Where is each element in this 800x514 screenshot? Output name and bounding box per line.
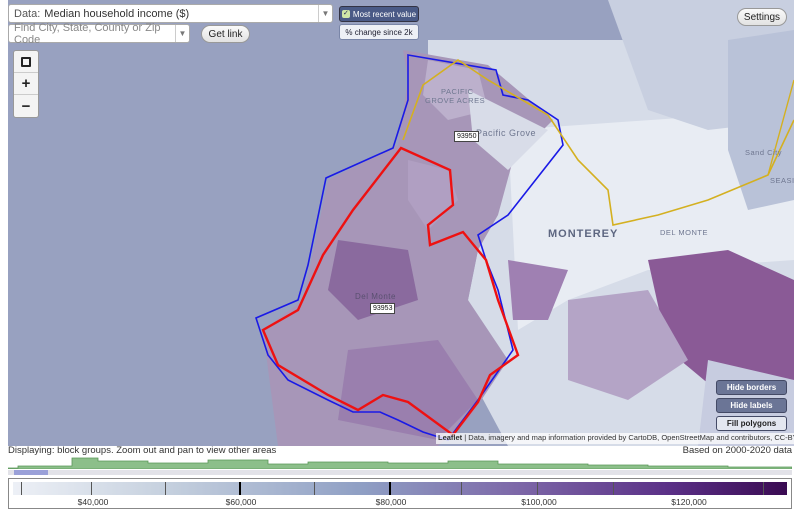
data-select-prefix: Data: (14, 7, 41, 20)
region-pebble-beach (338, 340, 478, 440)
region-del-monte-high (328, 240, 418, 320)
most-recent-label: Most recent value (352, 9, 417, 19)
legend-label: $120,000 (671, 497, 707, 507)
fit-bounds-button[interactable] (14, 51, 38, 73)
data-select-value: Median household income ($) (44, 7, 190, 20)
range-selector[interactable] (8, 470, 792, 475)
legend-tick (314, 482, 315, 495)
zoom-control: + − (13, 50, 39, 118)
range-selector-handle[interactable] (14, 470, 48, 475)
attribution-osm-link[interactable]: OpenStreetMap (661, 433, 715, 442)
map-view[interactable]: PACIFIC GROVE ACRES Pacific Grove MONTER… (8, 0, 794, 446)
fill-polygons-button[interactable]: Fill polygons (716, 416, 787, 431)
get-link-button[interactable]: Get link (201, 25, 250, 43)
place-label-monterey: MONTEREY (548, 228, 619, 240)
region-pg-downtown (468, 90, 548, 170)
based-on-text: Based on 2000-2020 data (682, 445, 792, 456)
color-legend: $40,000 $60,000 $80,000 $100,000 $120,00… (8, 478, 792, 509)
red-zip-boundary (261, 146, 520, 437)
legend-tick (389, 482, 391, 495)
search-placeholder: Find City, State, County or Zip Code (14, 21, 161, 46)
land-sandcity (728, 30, 794, 210)
place-label-del-monte: Del Monte (355, 292, 396, 301)
place-label-seaside: SEASI (770, 176, 794, 185)
hide-borders-button[interactable]: Hide borders (716, 380, 787, 395)
legend-label: $100,000 (521, 497, 557, 507)
yellow-city-boundary-2 (767, 79, 794, 176)
place-label-sand-city: Sand City (745, 148, 783, 157)
income-histogram (8, 457, 792, 469)
zoom-out-button[interactable]: − (21, 97, 31, 115)
pct-change-button[interactable]: % change since 2k (339, 24, 419, 40)
legend-tick (537, 482, 538, 495)
place-label-grove-acres: GROVE ACRES (425, 96, 486, 105)
zoom-in-button[interactable]: + (14, 73, 38, 95)
chevron-down-icon: ▼ (175, 25, 189, 42)
yellow-city-boundary (402, 59, 794, 226)
place-label-del-monte-east: DEL MONTE (660, 228, 708, 237)
hide-labels-button[interactable]: Hide labels (716, 398, 787, 413)
legend-tick (461, 482, 462, 495)
check-icon: ✓ (341, 10, 350, 18)
legend-tick (91, 482, 92, 495)
fullscreen-icon (21, 56, 31, 67)
map-attribution: Leaflet | Data, imagery and map informat… (436, 433, 794, 444)
region-mid-income-2 (568, 290, 688, 400)
map-canvas[interactable] (8, 0, 794, 446)
zip-label-93950[interactable]: 93950 (454, 131, 480, 142)
legend-label: $60,000 (225, 497, 257, 507)
blue-zip-boundary (255, 54, 564, 441)
zip-label-93953[interactable]: 93953 (370, 303, 396, 314)
legend-label: $40,000 (77, 497, 109, 507)
legend-tick (763, 482, 764, 495)
land-monterey (508, 110, 794, 330)
legend-tick (239, 482, 241, 495)
histogram-area (8, 457, 792, 469)
attribution-text: | Data, imagery and map information prov… (462, 433, 629, 442)
chevron-down-icon: ▼ (318, 5, 332, 22)
settings-button[interactable]: Settings (737, 8, 787, 26)
legend-tick (613, 482, 614, 495)
status-text: Displaying: block groups. Zoom out and p… (8, 445, 277, 456)
legend-gradient-bar (13, 482, 787, 495)
legend-tick (165, 482, 166, 495)
legend-label: $80,000 (375, 497, 407, 507)
place-label-pacific: PACIFIC (441, 87, 474, 96)
region-mid-income (508, 260, 568, 320)
data-select[interactable]: Data: Median household income ($) ▼ (8, 4, 333, 23)
place-label-pacific-grove: Pacific Grove (476, 128, 537, 138)
legend-tick (21, 482, 22, 495)
search-input[interactable]: Find City, State, County or Zip Code ▼ (8, 21, 190, 46)
region-pacific-grove (263, 50, 553, 446)
attribution-tail: and contributors, CC-BY-SA (716, 433, 794, 442)
attribution-carto-link[interactable]: CartoDB (628, 433, 658, 442)
attribution-leaflet-link[interactable]: Leaflet (438, 433, 463, 442)
most-recent-button[interactable]: ✓ Most recent value (339, 6, 419, 22)
